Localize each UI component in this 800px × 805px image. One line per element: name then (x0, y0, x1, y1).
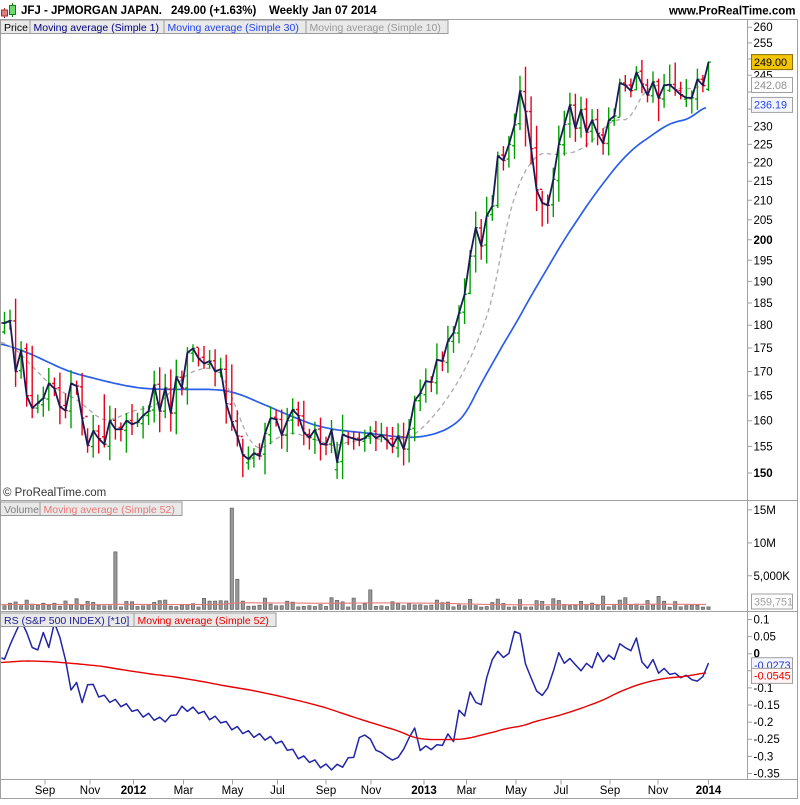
svg-text:185: 185 (754, 298, 773, 310)
svg-text:165: 165 (754, 391, 773, 403)
svg-text:Weekly: Weekly (269, 5, 309, 17)
svg-text:160: 160 (754, 416, 773, 428)
svg-text:359,751: 359,751 (754, 596, 793, 608)
svg-text:225: 225 (754, 139, 773, 151)
svg-text:Sep: Sep (316, 785, 336, 797)
svg-text:10M: 10M (754, 538, 776, 550)
svg-text:230: 230 (754, 122, 773, 134)
svg-text:Sep: Sep (600, 785, 620, 797)
svg-text:Volume: Volume (4, 504, 39, 516)
svg-text:www.ProRealTime.com: www.ProRealTime.com (668, 6, 796, 18)
svg-text:255: 255 (754, 38, 773, 50)
svg-text:Nov: Nov (648, 785, 669, 797)
svg-text:-0.3: -0.3 (754, 751, 774, 763)
svg-text:242.08: 242.08 (754, 80, 787, 92)
svg-text:0: 0 (754, 649, 760, 661)
svg-text:Moving average (Simple 52): Moving average (Simple 52) (44, 504, 175, 516)
svg-text:-0.0545: -0.0545 (754, 671, 791, 683)
svg-text:210: 210 (754, 195, 773, 207)
svg-text:© ProRealTime.com: © ProRealTime.com (3, 487, 106, 499)
svg-text:RS (S&P 500 INDEX) [*10]: RS (S&P 500 INDEX) [*10] (4, 615, 129, 627)
svg-text:0.1: 0.1 (754, 615, 770, 627)
svg-text:Nov: Nov (80, 785, 101, 797)
svg-text:205: 205 (754, 215, 773, 227)
svg-text:236.19: 236.19 (754, 100, 787, 112)
svg-text:Moving average (Simple 10): Moving average (Simple 10) (310, 22, 441, 34)
svg-text:Moving average (Simple 1): Moving average (Simple 1) (34, 22, 159, 34)
svg-text:Jul: Jul (270, 785, 285, 797)
svg-text:170: 170 (754, 367, 773, 379)
svg-text:175: 175 (754, 343, 773, 355)
svg-text:249.00 (+1.63%): 249.00 (+1.63%) (171, 5, 257, 17)
svg-text:195: 195 (754, 255, 773, 267)
svg-text:Mar: Mar (457, 785, 477, 797)
svg-text:-0.35: -0.35 (754, 769, 780, 781)
svg-text:Moving average (Simple 52): Moving average (Simple 52) (138, 615, 269, 627)
svg-text:JFJ - JPMORGAN JAPAN.: JFJ - JPMORGAN JAPAN. (21, 5, 162, 17)
svg-text:2013: 2013 (411, 785, 437, 797)
svg-text:Mar: Mar (174, 785, 194, 797)
svg-text:260: 260 (754, 22, 773, 34)
svg-text:249.00: 249.00 (754, 57, 787, 69)
svg-text:Nov: Nov (361, 785, 382, 797)
svg-text:Moving average (Simple 30): Moving average (Simple 30) (168, 22, 299, 34)
svg-text:5,000K: 5,000K (754, 571, 791, 583)
svg-text:2012: 2012 (121, 785, 147, 797)
svg-text:-0.25: -0.25 (754, 734, 780, 746)
svg-text:180: 180 (754, 320, 773, 332)
svg-text:Price: Price (4, 22, 28, 34)
svg-text:-0.1: -0.1 (754, 683, 774, 695)
svg-text:Sep: Sep (35, 785, 55, 797)
svg-text:190: 190 (754, 276, 773, 288)
svg-text:May: May (222, 785, 244, 797)
svg-text:Jan 07 2014: Jan 07 2014 (312, 5, 377, 17)
svg-text:215: 215 (754, 176, 773, 188)
svg-text:0.05: 0.05 (754, 632, 776, 644)
svg-text:Jul: Jul (554, 785, 569, 797)
svg-text:-0.2: -0.2 (754, 717, 774, 729)
svg-text:May: May (505, 785, 527, 797)
svg-text:2014: 2014 (696, 785, 722, 797)
svg-text:200: 200 (754, 235, 773, 247)
svg-text:220: 220 (754, 158, 773, 170)
svg-text:155: 155 (754, 441, 773, 453)
svg-text:-0.15: -0.15 (754, 700, 780, 712)
svg-text:15M: 15M (754, 505, 776, 517)
svg-text:150: 150 (754, 468, 773, 480)
